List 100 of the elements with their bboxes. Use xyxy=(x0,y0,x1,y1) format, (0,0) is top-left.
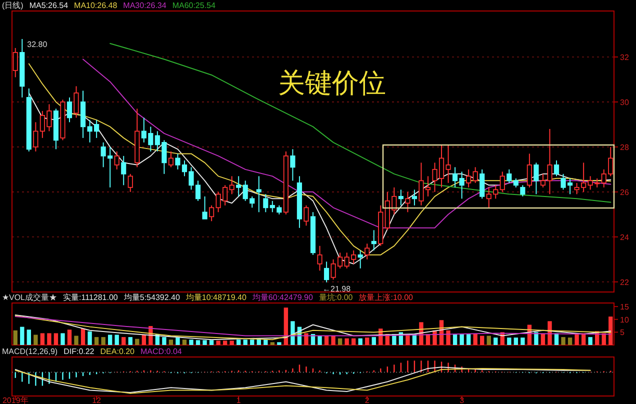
bar xyxy=(47,333,52,345)
x-tick-label: 2 xyxy=(364,396,370,404)
bar xyxy=(568,338,572,345)
bar xyxy=(67,330,72,345)
candlestick xyxy=(371,230,376,251)
x-tick-label: 3 xyxy=(460,396,465,404)
candlestick xyxy=(534,162,539,195)
bar xyxy=(162,337,166,345)
candlestick xyxy=(364,243,370,260)
chart-title: MACD(12,26,9) xyxy=(2,347,58,356)
text: 放量上涨:10.00 xyxy=(358,293,414,302)
candlestick xyxy=(236,176,242,197)
bar xyxy=(101,337,106,345)
text: 均量10:48719.40 xyxy=(184,293,247,302)
bar xyxy=(54,333,58,345)
x-tick-label: 2019年 xyxy=(2,396,28,404)
bar xyxy=(494,338,498,345)
y-tick-label: 15 xyxy=(620,302,630,312)
text: 均量5:54392.40 xyxy=(122,293,180,302)
bar xyxy=(196,340,200,345)
y-tick-label: 10 xyxy=(620,315,630,324)
bar xyxy=(365,338,370,345)
bar xyxy=(122,337,126,345)
y-tick-label: 24 xyxy=(620,232,630,242)
series-label: MACD:0.04 xyxy=(140,347,182,356)
annotation: 32.80 xyxy=(27,40,48,49)
bar xyxy=(446,330,450,345)
bar xyxy=(94,337,99,345)
bar xyxy=(20,326,24,345)
bar xyxy=(574,334,579,345)
line-series xyxy=(82,58,612,228)
bar xyxy=(338,338,342,345)
candlestick xyxy=(506,168,512,184)
annotation: 关键价位 xyxy=(278,68,386,98)
candlestick xyxy=(459,171,464,200)
x-tick-label: 12 xyxy=(92,396,102,404)
bar xyxy=(548,321,552,345)
bar xyxy=(452,334,458,345)
y-tick-label: 32 xyxy=(620,52,630,62)
candlestick xyxy=(304,204,309,226)
candlestick xyxy=(466,168,472,188)
candlestick xyxy=(290,148,296,182)
bar xyxy=(344,338,349,345)
text: MA30:26.34 xyxy=(123,1,167,10)
bar xyxy=(304,333,308,345)
text: MA60:25.54 xyxy=(172,1,216,10)
candlestick xyxy=(202,196,208,220)
bar xyxy=(74,336,78,345)
y-tick-label: 5 xyxy=(620,328,625,338)
candlestick xyxy=(263,194,268,213)
line-series xyxy=(110,42,612,203)
y-tick-label: 22 xyxy=(620,278,630,287)
candlestick xyxy=(128,173,133,192)
bar xyxy=(250,340,254,345)
bar xyxy=(243,340,248,345)
bar xyxy=(142,334,146,345)
candlestick xyxy=(520,184,526,197)
text: 均量60:42479.90 xyxy=(251,293,314,302)
bar xyxy=(460,334,464,345)
bar xyxy=(277,342,282,345)
candlestick xyxy=(256,176,262,213)
bar xyxy=(514,338,518,345)
x-tick-label: 1 xyxy=(236,396,242,404)
line-series xyxy=(28,63,612,256)
bar xyxy=(270,342,275,345)
bar xyxy=(176,338,180,345)
bar xyxy=(168,340,174,345)
text: MA10:26.48 xyxy=(74,1,118,10)
bar xyxy=(284,308,288,345)
bar xyxy=(588,337,592,345)
y-tick-label: 30 xyxy=(620,98,630,107)
bar xyxy=(182,340,187,345)
candlestick xyxy=(33,122,38,152)
bar xyxy=(26,330,32,345)
bar xyxy=(114,334,119,345)
bar xyxy=(202,340,207,345)
bar xyxy=(34,334,38,345)
bar xyxy=(372,337,376,345)
candlestick xyxy=(472,166,478,184)
bar xyxy=(135,338,140,345)
bar xyxy=(189,340,194,345)
text: MA5:26.54 xyxy=(29,1,69,10)
candlestick xyxy=(317,245,322,272)
bar xyxy=(209,340,214,345)
bar xyxy=(318,336,322,345)
bar xyxy=(507,338,512,345)
bar xyxy=(80,328,86,345)
candlestick xyxy=(412,189,418,206)
bar xyxy=(108,334,112,345)
bar xyxy=(486,336,491,345)
bar xyxy=(473,334,478,345)
bar xyxy=(230,340,234,345)
text: DEA:0.20 xyxy=(100,347,136,356)
candlestick xyxy=(114,150,120,170)
candlestick xyxy=(324,261,330,283)
bar xyxy=(128,337,132,345)
candlestick xyxy=(500,171,505,192)
annotation: ←21.98 xyxy=(322,284,352,294)
candlestick xyxy=(66,96,72,123)
text: 实量:111281.00 xyxy=(63,293,118,302)
